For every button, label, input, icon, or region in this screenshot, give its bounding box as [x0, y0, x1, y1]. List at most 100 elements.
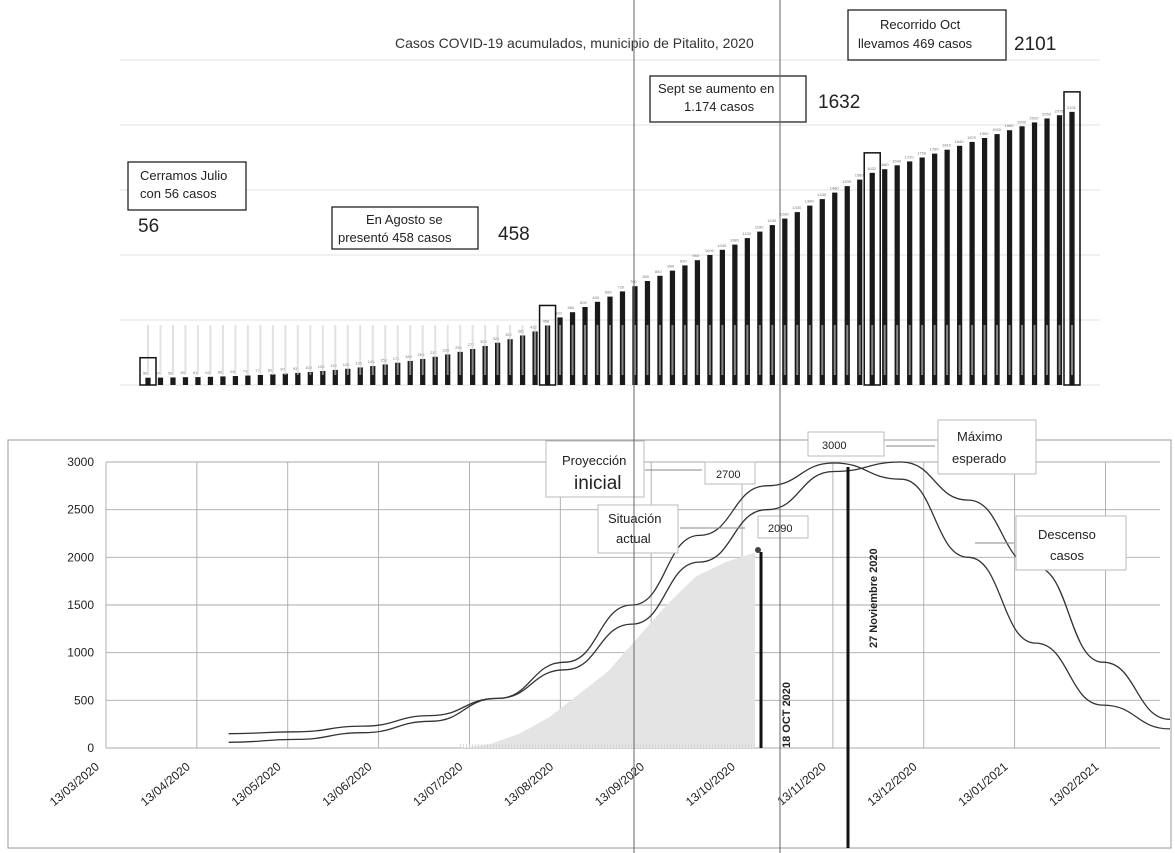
top-bar-date-mark: [783, 325, 786, 375]
bottom-chart-y-ticks: 0 500 1000 1500 2000 2500 3000: [67, 455, 94, 755]
top-highlight-box: [139, 356, 157, 386]
top-bar: [232, 376, 239, 385]
annotation-max-expected-line1: Máximo: [957, 429, 1003, 444]
value-label-september: 1632: [818, 92, 860, 113]
callout-august: En Agosto se presentó 458 casos: [331, 206, 479, 250]
y-tick-label: 2500: [67, 503, 94, 517]
y-tick-label: 0: [87, 741, 94, 755]
top-bar-value-label: 1660: [880, 162, 890, 167]
top-bar-value-label: 1430: [817, 192, 827, 197]
top-bar: [944, 149, 950, 385]
top-bar: [844, 186, 850, 385]
top-bar-date-mark: [1008, 325, 1011, 375]
top-bar: [157, 377, 164, 385]
top-bar-date-mark: [921, 325, 924, 375]
top-bar-value-label: 2075: [1055, 108, 1065, 113]
top-bar-date-mark: [833, 325, 836, 375]
top-bar: [282, 373, 288, 385]
top-bar-value-label: 2050: [1042, 112, 1052, 117]
top-bar: [145, 377, 151, 385]
top-bar-date-mark: [221, 325, 224, 375]
x-tick-label: 13/06/2020: [320, 759, 375, 809]
x-tick-label: 13/12/2020: [865, 759, 920, 809]
top-bar: [932, 153, 938, 385]
top-bar-value-label: 1380: [805, 199, 815, 204]
top-bar-date-mark: [259, 325, 262, 375]
top-chart: Casos COVID-19 acumulados, municipio de …: [120, 9, 1100, 386]
top-bar-value-label: 1040: [717, 243, 727, 248]
top-bar: [1056, 115, 1063, 385]
top-bar-value-label: 255: [455, 345, 462, 350]
top-bar-value-label: 1870: [967, 135, 977, 140]
top-bar-value-label: 600: [580, 300, 587, 305]
top-bar-value-label: 158: [380, 357, 387, 362]
top-bar-value-label: 1632: [867, 166, 877, 171]
projection-curve: [228, 462, 1171, 743]
top-bar: [1044, 118, 1050, 385]
top-bar-date-mark: [883, 325, 886, 375]
annotation-current-situation-line1: Situación: [608, 511, 661, 526]
top-bar: [757, 231, 763, 385]
x-tick-label: 13/10/2020: [683, 759, 738, 809]
top-bar-date-mark: [609, 325, 611, 375]
top-bar-value-label: 352: [505, 332, 512, 337]
top-bar: [707, 255, 713, 385]
top-bar: [332, 369, 338, 385]
value-box-2700: 2700: [704, 461, 756, 485]
top-chart-highlights: [139, 91, 1081, 386]
top-bar: [307, 372, 313, 385]
top-bar: [719, 249, 726, 385]
top-bar-date-mark: [1033, 325, 1036, 375]
top-bar: [182, 377, 189, 385]
top-highlight-box: [1063, 91, 1081, 386]
top-bar-value-label: 325: [493, 336, 500, 341]
x-tick-label: 13/02/2021: [1046, 759, 1101, 809]
top-bar-value-label: 77: [255, 368, 260, 373]
top-bar: [245, 375, 251, 385]
top-bar-value-label: 1330: [792, 205, 802, 210]
top-bar-date-mark: [147, 325, 149, 375]
top-bar-value-label: 1130: [742, 231, 751, 236]
annotation-max-expected-line2: esperado: [952, 451, 1006, 466]
top-bar-value-label: 82: [268, 367, 273, 372]
top-bar: [270, 374, 276, 385]
top-bar-date-mark: [996, 325, 999, 375]
top-bar-value-label: 1810: [942, 143, 952, 148]
top-bar: [969, 141, 975, 385]
callout-september-line2: 1.174 casos: [684, 99, 755, 114]
top-bar-date-mark: [309, 325, 312, 375]
top-highlight-box: [863, 152, 881, 386]
top-bar-date-mark: [858, 325, 861, 375]
top-bar: [956, 145, 963, 385]
top-bar-value-label: 100: [305, 365, 312, 370]
top-bar: [807, 205, 813, 385]
top-bar-date-mark: [633, 325, 636, 375]
top-bar-value-label: 60: [180, 370, 185, 375]
top-bar: [370, 366, 376, 385]
top-bar-value-label: 58: [168, 370, 173, 375]
annotation-initial-projection-line2: inicial: [574, 473, 622, 494]
top-bar-date-mark: [484, 325, 487, 375]
top-bar: [981, 138, 988, 385]
top-bar-value-label: 73: [243, 369, 248, 374]
top-bar-value-label: 381: [518, 328, 525, 333]
top-bar-date-mark: [321, 325, 324, 375]
top-bar: [295, 372, 301, 385]
top-bar-date-mark: [571, 325, 574, 375]
top-bar: [819, 199, 825, 385]
top-bar-value-label: 560: [568, 305, 575, 310]
top-bar: [1019, 126, 1025, 386]
top-bar: [919, 157, 925, 385]
top-bar-value-label: 412: [530, 324, 537, 329]
top-bar-value-label: 1690: [892, 158, 902, 163]
top-bar-value-label: 2020: [1030, 115, 1040, 120]
top-bar-date-mark: [771, 325, 774, 375]
top-bar-value-label: 640: [593, 295, 600, 300]
top-bar-date-mark: [796, 325, 799, 375]
top-bar-value-label: 1480: [830, 186, 840, 191]
callout-september: Sept se aumento en 1.174 casos: [649, 75, 807, 123]
value-2700: 2700: [716, 469, 740, 481]
callout-july-line2: con 56 casos: [140, 186, 217, 201]
bottom-chart-x-ticks: 13/03/2020 13/04/2020 13/05/2020 13/06/2020…: [47, 759, 1102, 809]
